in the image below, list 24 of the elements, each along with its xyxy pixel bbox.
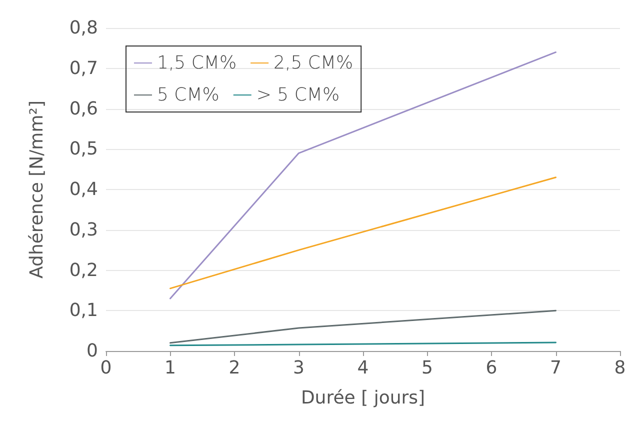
x-tick-label: 0 <box>100 358 112 378</box>
y-tick-label: 0,4 <box>69 179 98 200</box>
y-tick-label: 0,7 <box>69 58 98 79</box>
y-tick-label: 0,3 <box>69 219 98 240</box>
x-tick-label: 8 <box>614 358 626 378</box>
y-tick-label: 0,1 <box>69 300 98 322</box>
y-tick-label: 0,6 <box>69 98 98 120</box>
y-tick-label: 0,2 <box>69 260 98 281</box>
x-tick-label: 4 <box>357 358 369 378</box>
y-tick-label: 0 <box>86 340 98 362</box>
y-tick-label: 0,5 <box>69 138 98 160</box>
legend-label: 5 CM% <box>157 84 220 106</box>
x-axis-title: Durée [ jours] <box>300 388 426 408</box>
legend-label: > 5 CM% <box>256 84 340 106</box>
legend-label: 2,5 CM% <box>274 52 354 74</box>
x-tick-label: 2 <box>228 358 240 378</box>
y-tick-label: 0,8 <box>69 18 98 38</box>
legend-label: 1,5 CM% <box>157 52 237 74</box>
x-tick-label: 6 <box>486 358 498 378</box>
y-axis-title: Adhérence [N/mm²] <box>26 100 48 278</box>
x-tick-label: 5 <box>422 358 433 378</box>
x-tick-label: 7 <box>550 358 562 378</box>
x-tick-label: 1 <box>164 358 176 378</box>
x-tick-label: 3 <box>293 358 304 378</box>
